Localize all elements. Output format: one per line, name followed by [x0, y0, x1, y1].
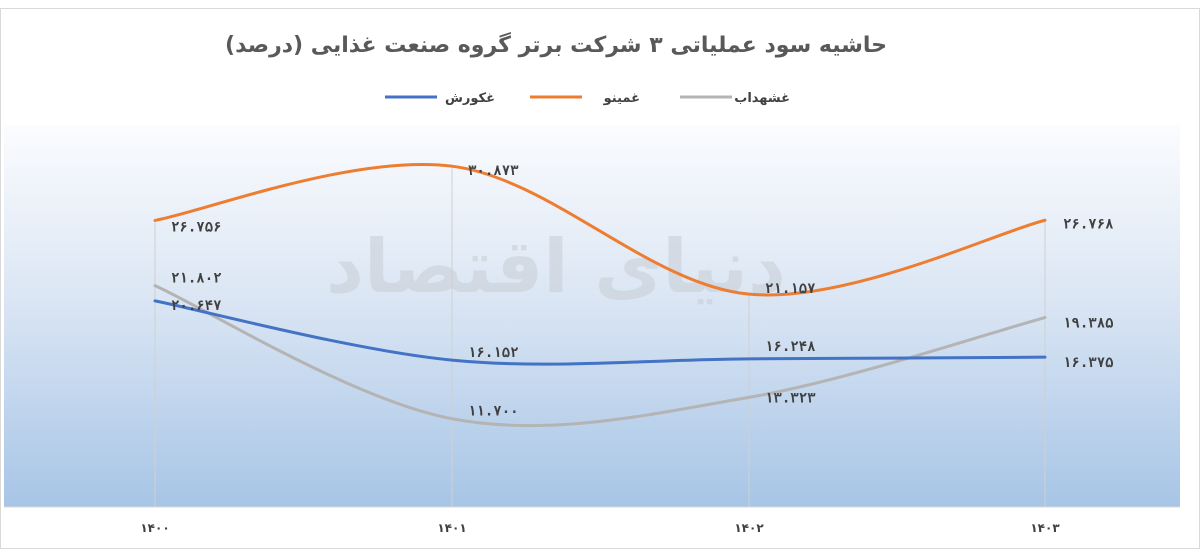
legend: غشهداب غمینو غکورش: [385, 91, 790, 106]
x-tick-label-0: ۱۴۰۰: [140, 521, 169, 535]
x-tick-label-1: ۱۴۰۱: [437, 521, 466, 535]
watermark-logo: دنیای اقتصاد: [326, 224, 786, 310]
data-label-2-2: ۱۶.۲۴۸: [765, 339, 816, 355]
drop-lines: [154, 166, 1046, 507]
chart-title: حاشیه سود عملیاتی ۳ شرکت برتر گروه صنعت …: [225, 31, 887, 58]
legend-label-1: غمینو: [603, 91, 640, 106]
data-label-0-2: ۱۳.۳۲۳: [765, 390, 816, 406]
data-label-2-0: ۲۰.۶۴۷: [171, 298, 222, 314]
data-label-1-2: ۲۱.۱۵۷: [765, 281, 816, 297]
data-label-1-3: ۲۶.۷۶۸: [1063, 216, 1114, 232]
data-label-1-1: ۳۰.۸۷۳: [468, 163, 519, 179]
x-axis-ticks: ۱۴۰۰ ۱۴۰۱ ۱۴۰۲ ۱۴۰۳: [140, 521, 1060, 535]
legend-label-2: غکورش: [445, 91, 495, 106]
plot-area: [4, 125, 1180, 507]
data-label-0-3: ۱۹.۳۸۵: [1063, 316, 1114, 332]
x-tick-label-3: ۱۴۰۳: [1030, 521, 1060, 535]
series-line-2: [153, 299, 1047, 366]
series-line-1: [153, 163, 1047, 297]
data-label-0-0: ۲۱.۸۰۲: [171, 271, 222, 287]
data-label-1-0: ۲۶.۷۵۶: [171, 219, 222, 235]
data-label-0-1: ۱۱.۷۰۰: [468, 404, 519, 420]
data-labels: ۲۱.۸۰۲ ۱۱.۷۰۰ ۱۳.۳۲۳ ۱۹.۳۸۵ ۲۶.۷۵۶ ۳۰.۸۷۳ ۲۱.۱…: [171, 163, 1114, 420]
data-label-2-3: ۱۶.۳۷۵: [1063, 355, 1114, 371]
series-lines: [153, 163, 1047, 428]
legend-label-0: غشهداب: [734, 91, 790, 106]
x-tick-label-2: ۱۴۰۲: [734, 521, 764, 535]
data-label-2-1: ۱۶.۱۵۲: [468, 345, 519, 361]
